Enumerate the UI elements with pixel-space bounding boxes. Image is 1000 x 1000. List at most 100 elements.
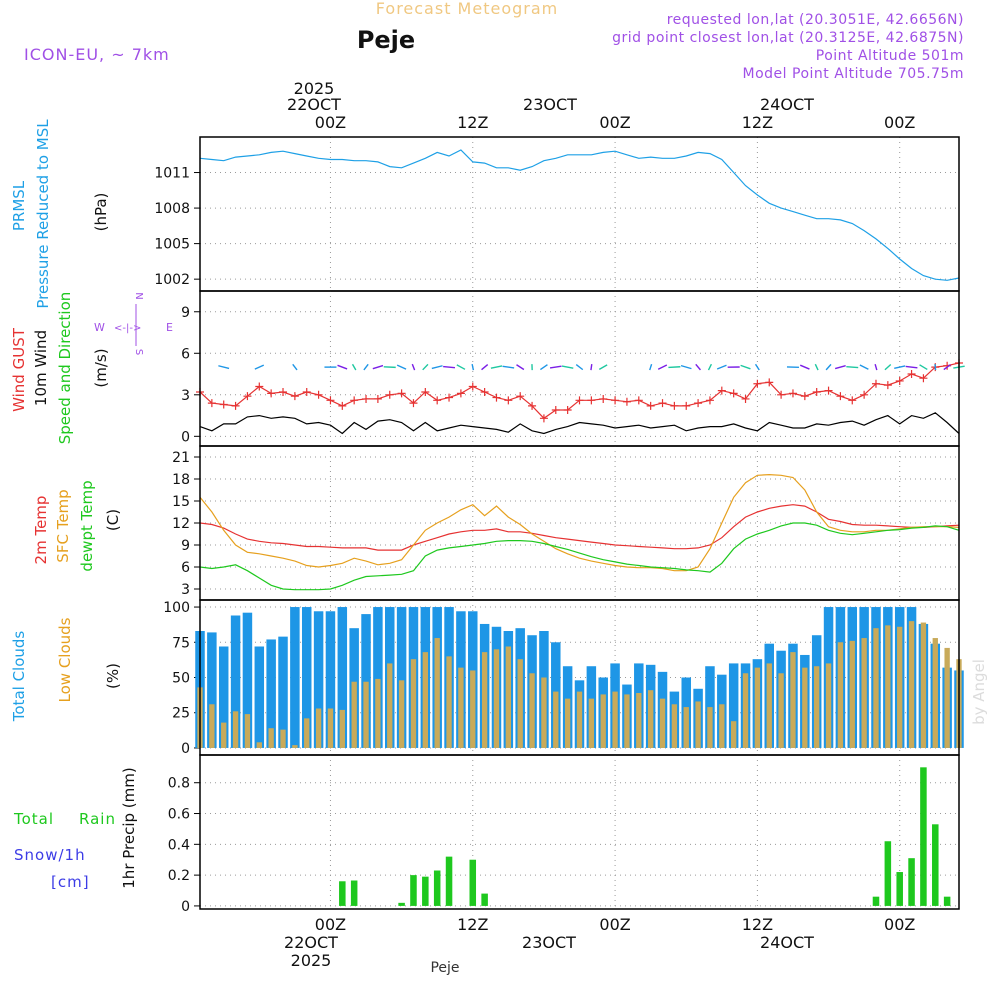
clouds-bar (659, 698, 666, 748)
panels: 1002 1005 1008 1011 0 3 6 9 3 6 9 12 15 18 21 0 25 50 75 10… (154, 136, 965, 915)
clouds-unit: (%) (104, 663, 122, 689)
wind-arrow (825, 363, 832, 371)
gust-marker (741, 394, 750, 403)
gust-marker (338, 401, 347, 410)
clouds-bar (861, 638, 867, 748)
gust-marker (670, 401, 679, 410)
clouds-bar (517, 659, 523, 748)
gust-marker (267, 389, 276, 398)
compass-s: S (133, 349, 144, 355)
wind-arrow (561, 365, 574, 369)
gust-marker (362, 394, 371, 403)
wind-arrow (590, 364, 593, 371)
pressure-msl-label: Pressure Reduced to MSL (34, 119, 52, 309)
clouds-bar (719, 704, 725, 748)
clouds-bar (825, 663, 832, 748)
gust-marker (694, 399, 703, 408)
precip-bar (445, 856, 453, 906)
clouds-bar (290, 607, 300, 748)
bottom-date-2: 23OCT (522, 933, 576, 952)
temperature-series-0 (199, 504, 960, 551)
precip-ytick-label: 0 (181, 899, 190, 915)
clouds-bar (375, 678, 381, 748)
clouds-bar (422, 652, 428, 748)
panel-wind: 0 3 6 9 (181, 290, 965, 447)
clouds-bar (363, 681, 369, 748)
precip-bar (469, 859, 477, 906)
point-altitude: Point Altitude 501m (816, 48, 964, 64)
top-date-2: 23OCT (523, 95, 577, 114)
bottom-time-label: 00Z (884, 915, 915, 934)
top-time-label: 00Z (315, 113, 346, 132)
wind-arrow (363, 363, 369, 371)
clouds-bar (337, 607, 348, 748)
gust-marker (622, 397, 631, 406)
clouds-bar (493, 649, 500, 748)
clouds-bar (313, 611, 324, 748)
precip-ytick-label: 0.6 (168, 807, 190, 823)
clouds-bar (647, 690, 654, 748)
clouds-bar (244, 714, 251, 748)
panel-temperature: 3 6 9 12 15 18 21 (172, 445, 960, 601)
gust-marker (397, 389, 406, 398)
pressure-ytick-label: 1005 (154, 237, 190, 253)
clouds-bar (207, 632, 217, 748)
clouds-bar (278, 636, 288, 748)
gust-marker (883, 381, 892, 390)
compass-n: N (133, 292, 144, 299)
total-clouds-label: Total Clouds (10, 631, 28, 723)
wind-arrow (874, 363, 878, 371)
precip-bar (872, 896, 880, 906)
gust-marker (350, 396, 359, 405)
gust-marker (753, 379, 762, 388)
wind-arrow (846, 366, 859, 369)
wind-ytick-label: 6 (181, 346, 190, 362)
gust-label: Wind GUST (10, 327, 28, 412)
clouds-bar (576, 691, 583, 748)
clouds-bar (707, 707, 713, 748)
clouds-bar (814, 666, 820, 748)
model-label: ICON-EU, ~ 7km (24, 45, 170, 64)
gust-marker (219, 400, 228, 409)
precip-bar (410, 875, 417, 906)
clouds-bar (230, 615, 241, 748)
compass-arrows: <-|-> (114, 323, 141, 334)
precip-bar (422, 876, 429, 906)
chart-title: Forecast Meteogram (376, 0, 558, 18)
gust-marker (860, 390, 869, 399)
clouds-bar (373, 607, 383, 748)
gust-marker (409, 399, 418, 408)
pressure-ytick-label: 1011 (154, 166, 190, 182)
place-name: Peje (357, 26, 415, 54)
gust-marker (314, 390, 323, 399)
wind-arrow (313, 365, 324, 369)
wind-arrow (254, 364, 265, 370)
sfc-temp-label: SFC Temp (54, 489, 72, 562)
panel-clouds: 0 25 50 75 100 (163, 599, 964, 757)
clouds-ytick-label: 25 (172, 706, 190, 722)
wind-arrow (218, 365, 230, 370)
temperature-ytick-label: 12 (172, 516, 190, 532)
compass-w: W (94, 321, 105, 334)
top-time-label: 00Z (599, 113, 630, 132)
gust-marker (907, 370, 916, 379)
precip-ytick-label: 0.8 (168, 776, 190, 792)
wind-arrow (799, 364, 810, 370)
wind-arrow (814, 363, 819, 371)
gust-marker (551, 406, 560, 415)
gust-marker (705, 396, 714, 405)
clouds-bar (280, 729, 286, 748)
wind-arrow (575, 364, 584, 371)
precip-rain-label: Rain (79, 810, 116, 828)
precip-bar (896, 872, 903, 906)
clouds-bar (742, 673, 749, 748)
wind-arrow (834, 364, 846, 370)
clouds-bar (301, 607, 312, 748)
clouds-bar (683, 707, 689, 748)
bottom-time-label: 00Z (599, 915, 630, 934)
top-time-label: 12Z (742, 113, 773, 132)
clouds-bar (351, 681, 357, 748)
panel-precip: 0 0.2 0.4 0.6 0.8 (168, 754, 960, 915)
dewpt-label: dewpt Temp (78, 480, 96, 571)
wind-arrow (657, 364, 668, 370)
